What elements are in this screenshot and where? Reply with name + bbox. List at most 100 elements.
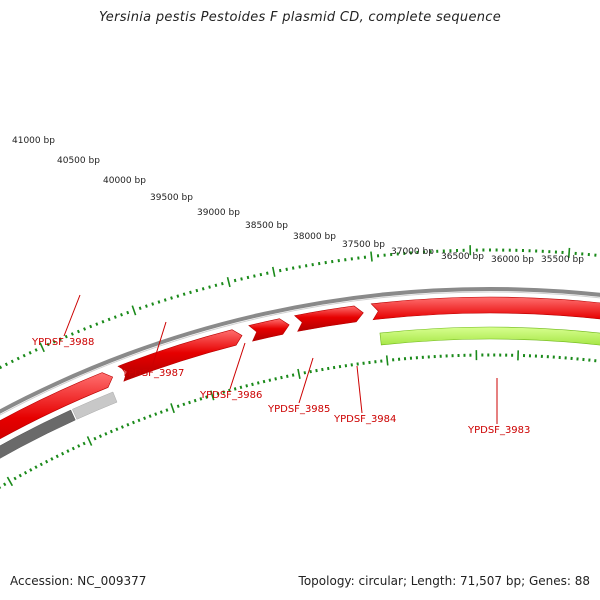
inner-tick-mark: [239, 385, 243, 390]
inner-tick-mark: [165, 408, 169, 412]
gene-label: YPDSF_3987: [121, 368, 184, 379]
tick-mark: [304, 264, 308, 268]
tick-mark: [0, 365, 3, 370]
forward-gene-arrow: [0, 372, 114, 440]
gene-label-group: YPDSF_3988 YPDSF_3987 YPDSF_3986 YPDSF_3985…: [31, 294, 530, 436]
tick-mark: [370, 251, 373, 262]
forward-gene-arrow: [117, 329, 243, 382]
inner-tick-mark: [309, 369, 312, 374]
tick-mark: [170, 296, 173, 300]
inner-tick-mark: [193, 398, 197, 403]
tick-mark: [259, 272, 263, 277]
inner-tick-mark: [29, 468, 33, 472]
tick-mark: [120, 313, 123, 317]
reverse-gene-green: [379, 326, 600, 346]
forward-gene-arrow: [248, 318, 290, 342]
tick-mark: [34, 348, 38, 352]
tick-mark: [101, 319, 105, 324]
inner-tick-mark: [321, 367, 324, 372]
inner-tick-mark: [233, 387, 237, 391]
tick-mark: [240, 277, 243, 281]
inner-tick-mark: [176, 404, 180, 408]
inner-tick-mark: [45, 459, 49, 464]
inner-tick-mark: [6, 476, 14, 487]
tick-label: 39000 bp: [197, 208, 240, 218]
inner-tick-mark: [115, 427, 119, 431]
topology-summary: Topology: circular; Length: 71,507 bp; G…: [298, 574, 590, 588]
gene-label: YPDSF_3983: [467, 425, 530, 436]
gene-label-leader: [356, 365, 363, 414]
tick-mark: [16, 356, 20, 361]
tick-mark: [285, 267, 288, 271]
tick-mark: [220, 281, 224, 286]
gene-label-leader: [229, 342, 246, 390]
tick-mark: [253, 274, 256, 278]
forward-gene-arrow: [370, 296, 600, 321]
gene-label-leader: [151, 321, 167, 368]
tick-mark: [226, 277, 231, 288]
tick-mark: [208, 285, 211, 289]
tick-mark: [113, 315, 117, 319]
tick-mark: [246, 275, 250, 280]
inner-tick-mark: [34, 465, 38, 469]
inner-tick-mark: [109, 429, 113, 434]
tick-mark: [176, 294, 180, 298]
gene-label: YPDSF_3984: [333, 414, 396, 425]
inner-tick-mark: [291, 373, 295, 377]
inner-tick-mark: [315, 368, 318, 373]
inner-tick-mark: [182, 402, 186, 407]
tick-mark: [95, 322, 99, 326]
inner-tick-mark: [210, 390, 215, 401]
inner-tick-mark: [245, 384, 249, 388]
inner-tick-mark: [188, 400, 191, 405]
inner-tick-ring: [0, 350, 597, 489]
backbone-ring: [0, 287, 600, 416]
inner-tick-mark: [3, 482, 7, 487]
inner-tick-mark: [222, 390, 226, 394]
inner-tick-mark: [228, 388, 231, 393]
tick-mark: [266, 271, 269, 275]
tick-label: 35500 bp: [541, 255, 584, 265]
tick-mark: [39, 342, 45, 353]
inner-tick-mark: [137, 418, 141, 423]
inner-tick-mark: [205, 395, 208, 399]
tick-mark: [291, 266, 295, 270]
gene-track: [0, 296, 600, 459]
tick-label: 38500 bp: [245, 221, 288, 231]
inner-tick-mark: [170, 403, 175, 414]
tick-mark: [89, 324, 93, 329]
tick-label: 40000 bp: [103, 176, 146, 186]
inner-tick-mark: [86, 436, 93, 446]
tick-label: 37000 bp: [391, 247, 434, 257]
inner-tick-mark: [13, 476, 17, 481]
tick-mark: [214, 283, 218, 288]
accession-text: Accession: NC_009377: [10, 574, 147, 588]
tick-mark: [278, 268, 282, 273]
tick-label: 40500 bp: [57, 156, 100, 166]
tick-mark: [233, 278, 237, 283]
inner-tick-mark: [385, 355, 389, 366]
backbone-arc: [0, 287, 600, 414]
inner-tick-mark: [159, 410, 163, 414]
tick-mark: [163, 298, 167, 302]
backbone-highlight: [0, 291, 600, 416]
tick-mark: [195, 288, 199, 293]
reverse-gene-light: [72, 391, 118, 420]
tick-mark: [70, 332, 74, 336]
tick-mark: [4, 362, 8, 367]
inner-tick-mark: [39, 462, 43, 467]
inner-tick-mark: [50, 457, 54, 461]
gene-label: YPDSF_3988: [31, 337, 94, 348]
inner-tick-mark: [126, 422, 130, 427]
inner-tick-mark: [199, 397, 203, 401]
inner-tick-mark: [280, 375, 283, 380]
tick-mark: [131, 305, 137, 316]
inner-tick-mark: [18, 473, 22, 478]
inner-tick-mark: [61, 451, 65, 456]
tick-mark: [83, 327, 87, 331]
tick-label: 37500 bp: [342, 240, 385, 250]
tick-mark: [28, 351, 32, 355]
inner-tick-mark: [297, 368, 301, 379]
inner-tick-mark: [303, 371, 307, 375]
